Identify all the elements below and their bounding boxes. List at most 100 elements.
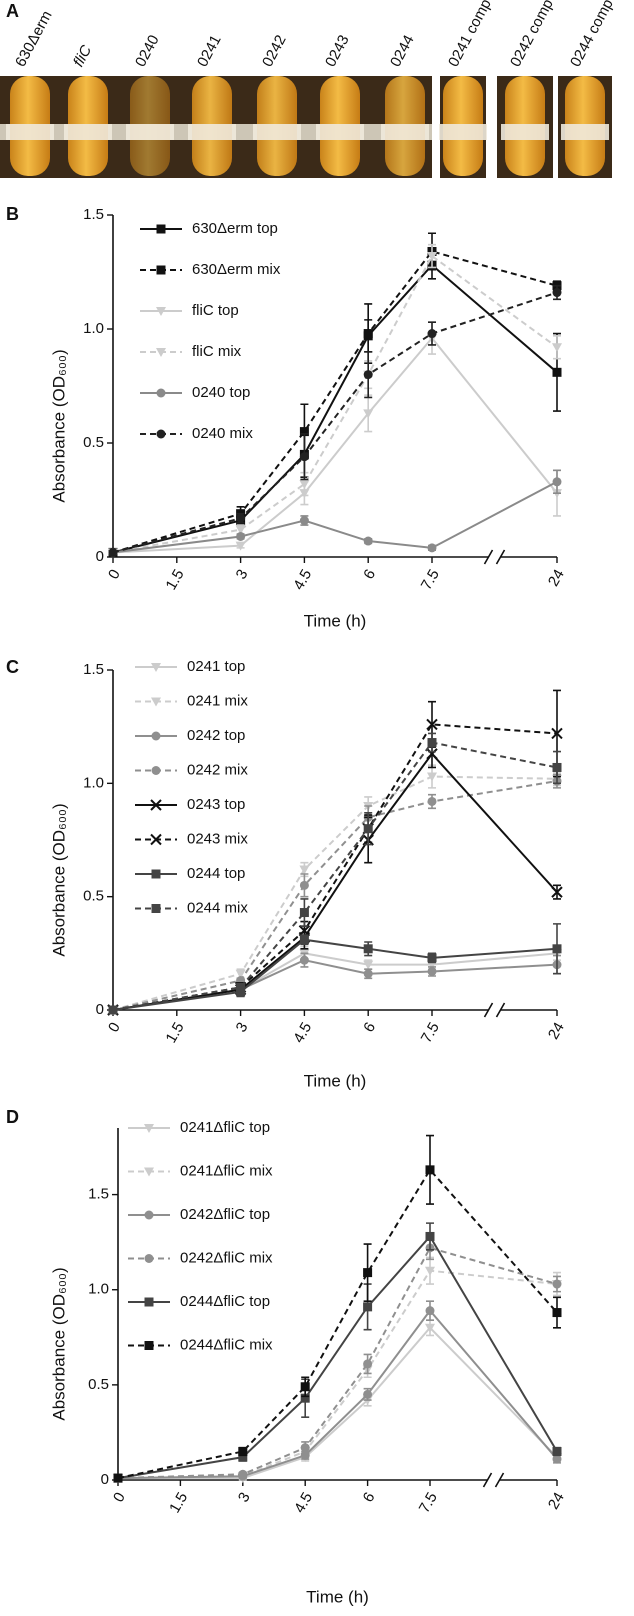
axis-break: [483, 549, 506, 565]
marker: [238, 1452, 248, 1462]
marker: [427, 772, 437, 782]
series: [113, 1235, 562, 1483]
panel-letter: A: [6, 1, 19, 21]
y-tick-label: 1.5: [83, 206, 104, 223]
marker: [235, 541, 246, 551]
axis-break: [482, 1472, 505, 1488]
panel-letter: B: [6, 204, 19, 224]
marker: [113, 1473, 123, 1483]
y-tick-label: 1.0: [83, 774, 104, 791]
marker: [299, 865, 310, 875]
marker: [427, 252, 437, 262]
series: [108, 232, 562, 557]
legend-marker: [151, 766, 161, 775]
legend-marker: [156, 265, 166, 275]
marker: [298, 924, 311, 937]
marker: [299, 880, 309, 890]
x-axis-label: Time (h): [304, 1071, 367, 1090]
legend-label: 0242ΔfliC mix: [180, 1249, 273, 1266]
data-line: [112, 336, 558, 554]
y-tick-label: 0.5: [83, 434, 104, 451]
marker: [235, 969, 246, 979]
marker: [236, 531, 246, 541]
series: [108, 250, 562, 557]
series: [108, 284, 562, 557]
legend-label: 0241ΔfliC mix: [180, 1162, 273, 1179]
legend-marker: [150, 833, 162, 846]
marker: [300, 1443, 310, 1453]
axis-break: [483, 1002, 506, 1018]
marker: [363, 409, 374, 419]
marker: [299, 516, 309, 526]
marker: [551, 886, 563, 898]
y-tick-label: 1.0: [83, 320, 104, 337]
panel-letter: C: [6, 657, 19, 677]
marker: [363, 370, 373, 380]
marker: [552, 1279, 562, 1289]
marker: [363, 1389, 373, 1399]
x-tick-label: 7.5: [418, 566, 443, 593]
x-tick-label: 3: [233, 566, 252, 582]
tube-label: 0241 comp: [445, 0, 495, 70]
tube-clip: [316, 124, 364, 140]
legend-label: 0241ΔfliC top: [180, 1119, 270, 1136]
legend-marker: [144, 1210, 154, 1220]
marker: [425, 1266, 435, 1276]
marker: [238, 1446, 248, 1456]
x-tick-label: 0: [105, 566, 124, 582]
marker: [363, 329, 373, 339]
data-line: [112, 263, 558, 554]
legend-marker: [144, 1297, 154, 1307]
marker: [363, 944, 373, 954]
panel-letter: D: [6, 1107, 19, 1127]
legend-marker: [156, 388, 166, 398]
x-tick-label: 4.5: [290, 1019, 315, 1046]
marker: [552, 343, 562, 353]
series: [108, 243, 562, 558]
marker: [299, 480, 310, 490]
series: [108, 321, 562, 558]
y-tick-label: 0: [96, 548, 104, 565]
marker: [108, 547, 118, 557]
tube-clip: [381, 124, 429, 140]
data-line: [112, 250, 558, 554]
legend-label: 0242 mix: [187, 761, 248, 778]
data-line: [112, 254, 558, 554]
x-tick-label: 6: [360, 1019, 379, 1035]
y-tick-label: 1.5: [88, 1186, 109, 1203]
marker: [300, 1382, 310, 1392]
data-line: [117, 1309, 558, 1480]
marker: [427, 966, 437, 976]
legend-label: 0240 mix: [192, 425, 253, 442]
tube-label: 0240: [132, 32, 163, 69]
y-tick-label: 0.5: [88, 1376, 109, 1393]
data-line: [112, 723, 558, 1011]
tube-label: 0242: [259, 32, 290, 69]
x-tick-label: 24: [545, 566, 568, 589]
marker: [108, 1005, 118, 1015]
marker: [363, 1268, 373, 1278]
marker: [426, 718, 438, 731]
series: [108, 469, 562, 557]
x-tick-label: 4.5: [290, 566, 315, 593]
data-line: [112, 959, 558, 1011]
x-axis-label: Time (h): [306, 1587, 369, 1606]
legend-marker: [156, 348, 166, 357]
data-line: [117, 1168, 558, 1480]
marker: [363, 824, 373, 834]
legend-label: 630Δerm mix: [192, 261, 281, 278]
data-line: [117, 1246, 558, 1480]
legend-label: 0241 top: [187, 658, 245, 675]
x-tick-label: 24: [545, 1019, 568, 1042]
x-tick-label: 7.5: [418, 1019, 443, 1046]
marker: [236, 987, 246, 997]
y-tick-label: 0: [101, 1471, 109, 1488]
marker: [363, 960, 374, 970]
tube-label: 0243: [322, 32, 353, 69]
series: [108, 945, 562, 1015]
tube-clip: [253, 124, 301, 140]
marker: [427, 543, 437, 553]
legend-label: 0243 top: [187, 796, 245, 813]
series: [107, 739, 563, 1016]
